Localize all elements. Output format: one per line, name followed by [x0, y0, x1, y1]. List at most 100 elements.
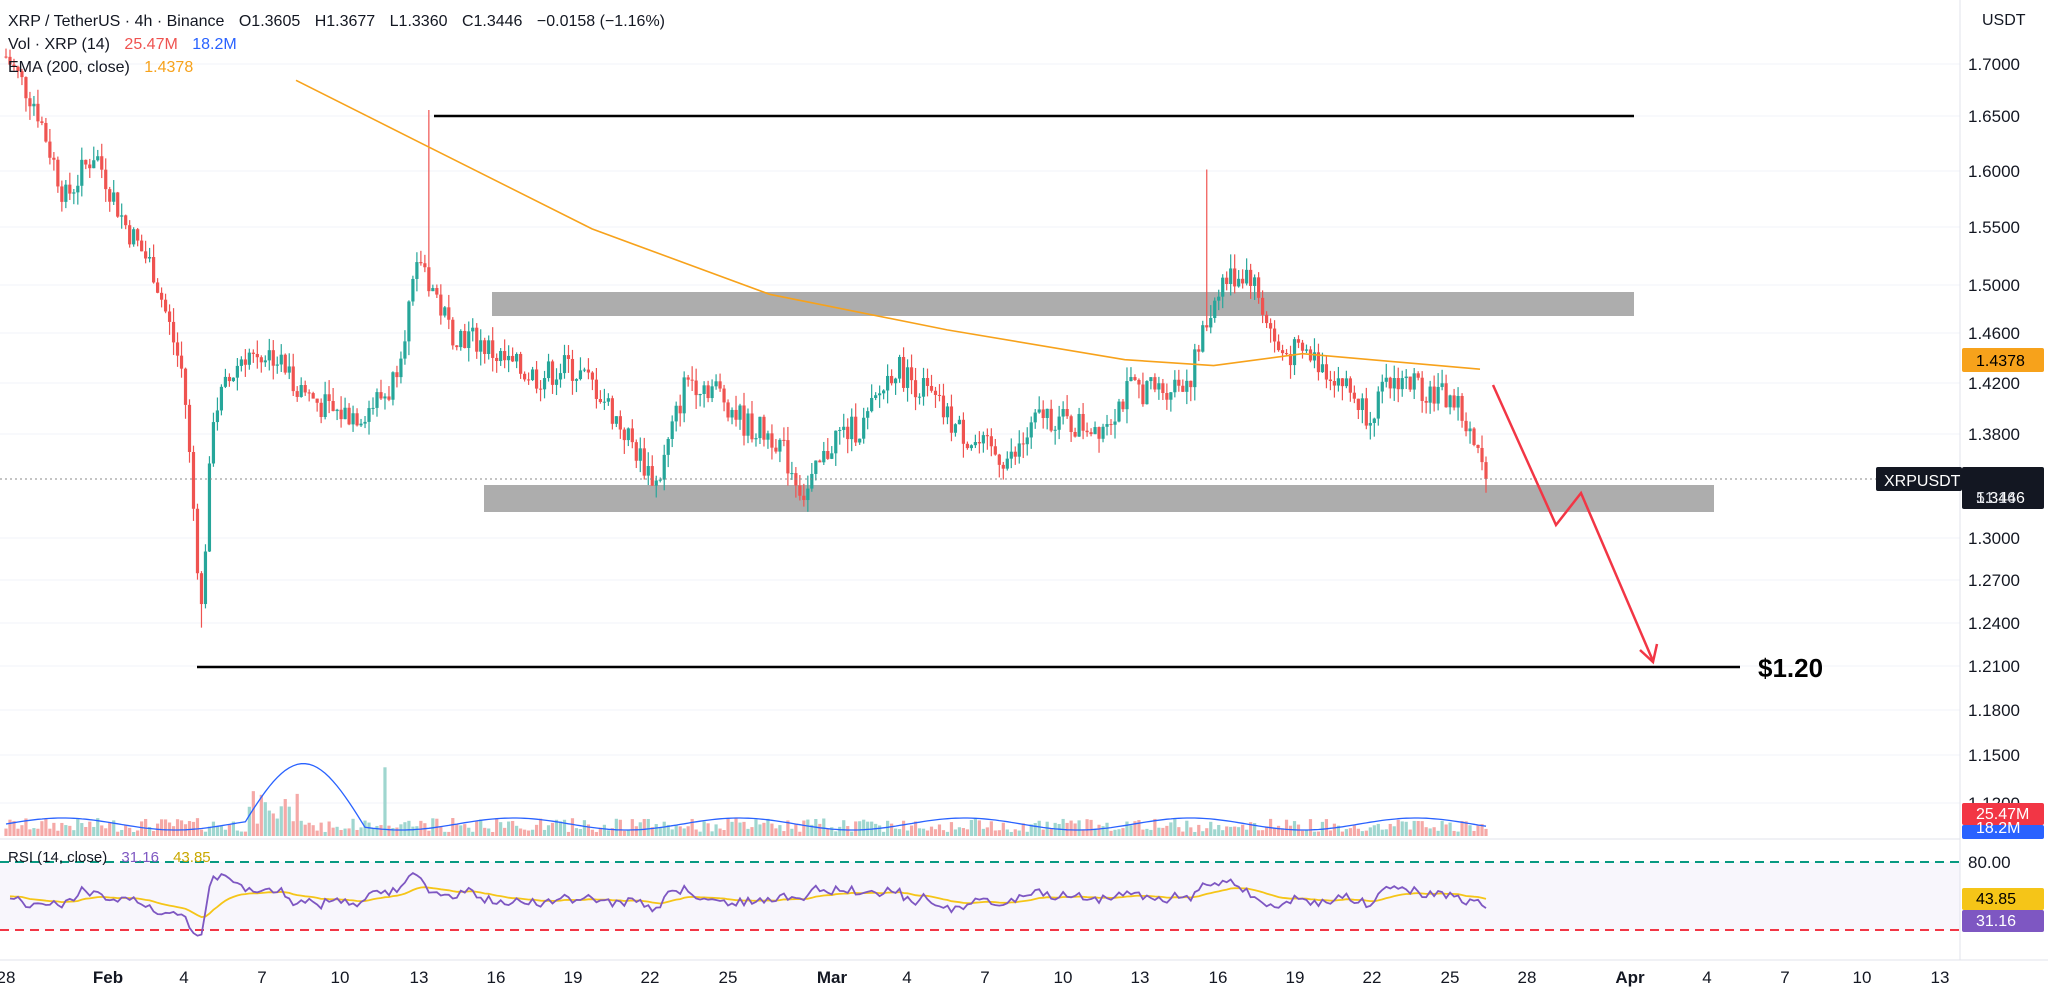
candle-body — [917, 396, 922, 398]
volume-bar — [1316, 831, 1321, 836]
volume-bar — [72, 830, 76, 836]
symbol-badge-bg — [1876, 467, 1962, 491]
candle-body — [1448, 395, 1452, 408]
candle-body — [806, 488, 810, 501]
candle-body — [243, 359, 247, 365]
candle-body — [1157, 383, 1161, 390]
candle-body — [694, 380, 698, 396]
volume-bar — [706, 823, 710, 836]
volume-bar — [977, 820, 981, 836]
candle-body — [56, 159, 60, 187]
candle-body — [463, 330, 467, 348]
candle-body — [742, 405, 746, 436]
candle-body — [1360, 398, 1364, 411]
volume-bar — [538, 818, 543, 836]
candle-body — [323, 394, 327, 417]
volume-bar — [1264, 826, 1269, 836]
volume-bar — [247, 806, 251, 836]
volume-bar — [646, 818, 650, 836]
volume-bar — [714, 824, 718, 836]
rsi-label: RSI (14, close) — [8, 849, 108, 866]
volume-bar — [395, 827, 399, 836]
candle-body — [227, 376, 231, 382]
candle-body — [1185, 380, 1189, 392]
candle-body — [1217, 296, 1221, 301]
volume-bar — [1225, 826, 1229, 836]
candle-body — [479, 340, 483, 352]
volume-bar — [1456, 831, 1460, 836]
candle-body — [1320, 364, 1325, 373]
candle-body — [136, 229, 140, 241]
volume-bar — [750, 827, 754, 836]
volume-bar — [981, 828, 985, 836]
volume-bar — [1185, 820, 1189, 836]
candle-body — [1009, 451, 1013, 459]
candle-body — [1153, 377, 1157, 390]
volume-bar — [602, 824, 606, 836]
candle-body — [128, 225, 132, 245]
rsi-band — [0, 862, 1960, 930]
candle-body — [706, 385, 710, 399]
volume-bar — [1037, 820, 1041, 836]
candle-body — [1304, 349, 1309, 351]
volume-bar — [132, 831, 136, 836]
volume-bar — [766, 818, 770, 836]
candle-body — [598, 398, 602, 403]
volume-bar — [770, 823, 774, 836]
volume-bar — [957, 827, 962, 836]
candle-body — [1073, 432, 1077, 437]
candle-body — [471, 327, 475, 332]
volume-bar — [515, 825, 519, 836]
time-tick-label: 10 — [1853, 968, 1872, 987]
price-tick-label: 1.1800 — [1968, 701, 2020, 720]
candle-body — [239, 359, 243, 366]
volume-bar — [223, 829, 228, 836]
candle-body — [183, 368, 188, 405]
candle-body — [1404, 376, 1408, 379]
candle-body — [331, 401, 335, 412]
volume-bar — [128, 827, 132, 836]
volume-bar — [327, 821, 331, 836]
candle-body — [124, 215, 128, 226]
candle-body — [1001, 464, 1005, 469]
volume-bar — [905, 830, 910, 836]
range-zones — [484, 292, 1714, 512]
volume-bar — [830, 827, 834, 836]
volume-bar — [1304, 829, 1309, 836]
time-tick-label: 10 — [1054, 968, 1073, 987]
candle-body — [1041, 409, 1045, 419]
candle-body — [730, 409, 734, 418]
volume-bar — [1025, 831, 1029, 836]
candle-body — [491, 340, 495, 358]
candle-body — [1257, 277, 1261, 298]
candle-body — [1444, 383, 1448, 408]
volume-bar — [1189, 827, 1193, 836]
volume-bar — [1284, 819, 1289, 836]
price-tick-label: 1.4600 — [1968, 324, 2020, 343]
candle-body — [104, 169, 108, 190]
volume-bar — [826, 828, 830, 836]
candle-body — [578, 370, 583, 380]
candle-body — [1213, 300, 1217, 319]
candle-body — [1105, 424, 1109, 427]
candle-body — [175, 342, 180, 356]
candle-body — [28, 98, 32, 107]
volume-bar — [778, 825, 782, 836]
volume-bar — [738, 822, 742, 836]
volume-bar — [100, 825, 104, 836]
candle-body — [638, 448, 642, 461]
candle-body — [211, 422, 216, 464]
volume-bar — [1276, 825, 1281, 836]
candle-body — [391, 372, 395, 400]
price-tick-label: 1.2400 — [1968, 614, 2020, 633]
candle-body — [132, 229, 136, 245]
volume-bar — [295, 793, 299, 836]
candle-body — [339, 409, 343, 420]
candle-body — [626, 428, 630, 441]
candle-body — [1221, 277, 1225, 297]
lower-zone — [484, 485, 1714, 512]
price-tick-label: 1.5500 — [1968, 218, 2020, 237]
candle-body — [558, 373, 563, 380]
volume-bar — [774, 828, 778, 836]
